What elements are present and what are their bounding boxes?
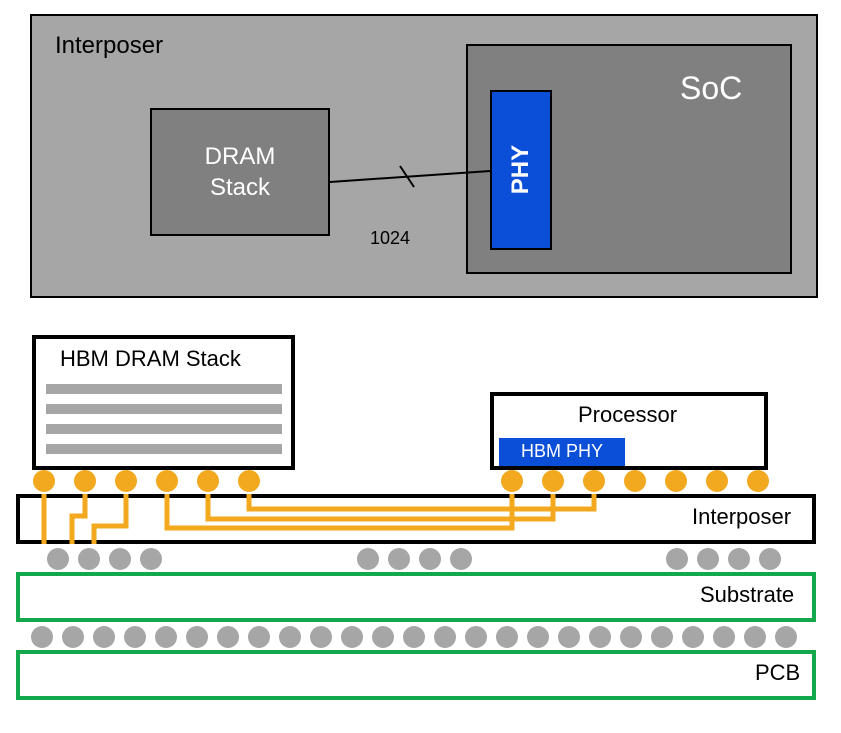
- microbump-ball: [747, 470, 769, 492]
- c4-bump-ball: [47, 548, 69, 570]
- hbm-die-bar: [46, 444, 282, 454]
- microbump-ball: [706, 470, 728, 492]
- c4-bump-ball: [728, 548, 750, 570]
- pcb-label: PCB: [755, 660, 800, 686]
- bga-ball: [93, 626, 115, 648]
- microbump-ball: [197, 470, 219, 492]
- c4-bump-ball: [109, 548, 131, 570]
- bga-ball: [744, 626, 766, 648]
- bga-ball: [651, 626, 673, 648]
- bga-ball: [620, 626, 642, 648]
- dram-stack-box: DRAM Stack: [150, 108, 330, 236]
- microbump-ball: [115, 470, 137, 492]
- bga-ball: [713, 626, 735, 648]
- top-interposer-label: Interposer: [55, 32, 163, 60]
- microbump-ball: [238, 470, 260, 492]
- hbm-phy-box: HBM PHY: [499, 438, 625, 466]
- bga-ball: [527, 626, 549, 648]
- bga-ball: [310, 626, 332, 648]
- pcb-slab: [16, 650, 816, 700]
- microbump-ball: [156, 470, 178, 492]
- bus-width-label: 1024: [370, 228, 410, 249]
- phy-label: PHY: [505, 145, 536, 194]
- microbump-ball: [665, 470, 687, 492]
- hbm-phy-label: HBM PHY: [521, 440, 603, 463]
- c4-bump-ball: [357, 548, 379, 570]
- substrate-label: Substrate: [700, 582, 794, 608]
- c4-bump-ball: [450, 548, 472, 570]
- microbump-ball: [501, 470, 523, 492]
- bga-ball: [124, 626, 146, 648]
- bga-ball: [279, 626, 301, 648]
- phy-box: PHY: [490, 90, 552, 250]
- microbump-ball: [624, 470, 646, 492]
- bga-ball: [558, 626, 580, 648]
- microbump-ball: [542, 470, 564, 492]
- c4-bump-ball: [759, 548, 781, 570]
- bga-ball: [465, 626, 487, 648]
- bga-ball: [434, 626, 456, 648]
- bga-ball: [496, 626, 518, 648]
- bga-ball: [775, 626, 797, 648]
- bga-ball: [403, 626, 425, 648]
- c4-bump-ball: [78, 548, 100, 570]
- c4-bump-ball: [419, 548, 441, 570]
- bga-ball: [31, 626, 53, 648]
- c4-bump-ball: [388, 548, 410, 570]
- microbump-ball: [583, 470, 605, 492]
- substrate-slab: [16, 572, 816, 622]
- processor-label: Processor: [578, 402, 677, 428]
- dram-stack-label: DRAM Stack: [205, 141, 276, 203]
- bga-ball: [186, 626, 208, 648]
- bga-ball: [341, 626, 363, 648]
- hbm-dram-stack-label: HBM DRAM Stack: [60, 346, 241, 372]
- bottom-interposer-label: Interposer: [692, 504, 791, 530]
- bga-ball: [217, 626, 239, 648]
- hbm-die-bar: [46, 424, 282, 434]
- hbm-die-bar: [46, 384, 282, 394]
- c4-bump-ball: [140, 548, 162, 570]
- bga-ball: [589, 626, 611, 648]
- bga-ball: [372, 626, 394, 648]
- hbm-die-bar: [46, 404, 282, 414]
- microbump-ball: [74, 470, 96, 492]
- c4-bump-ball: [697, 548, 719, 570]
- microbump-ball: [33, 470, 55, 492]
- bga-ball: [682, 626, 704, 648]
- bga-ball: [62, 626, 84, 648]
- bga-ball: [248, 626, 270, 648]
- c4-bump-ball: [666, 548, 688, 570]
- bga-ball: [155, 626, 177, 648]
- soc-label: SoC: [680, 70, 742, 107]
